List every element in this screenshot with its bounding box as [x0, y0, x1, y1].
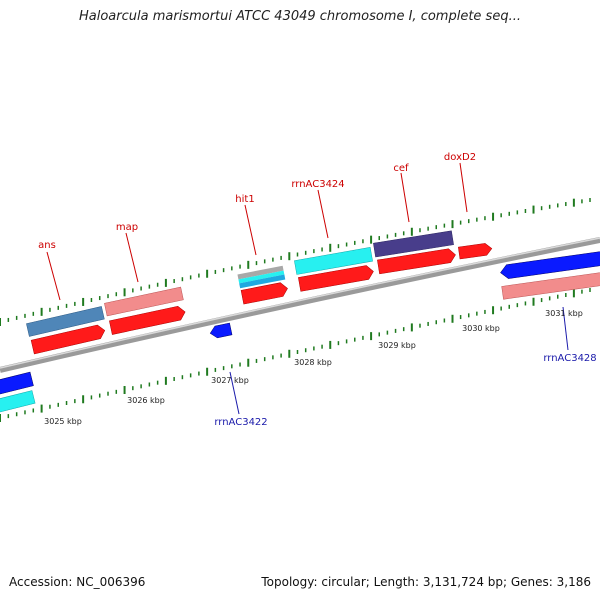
scale-label: 3027 kbp [211, 376, 249, 385]
scale-label: 3025 kbp [44, 417, 82, 426]
cds-arrow[interactable] [109, 305, 186, 335]
feature-track [0, 230, 600, 414]
sequence-backbone [0, 237, 600, 373]
gene-label-rrnAC3424[interactable]: rrnAC3424 [291, 179, 344, 190]
gene-label-hit1[interactable]: hit1 [235, 194, 254, 205]
scale-label: 3029 kbp [378, 341, 416, 350]
topology-text: Topology: circular; Length: 3,131,724 bp… [261, 575, 591, 589]
gene-labels: ans map hit1 rrnAC3424 cef doxD2 rrnAC34… [38, 152, 597, 428]
label-leaders [46, 162, 569, 415]
gene-label-ans[interactable]: ans [38, 240, 56, 251]
cds-block[interactable] [237, 265, 284, 280]
cds-arrow[interactable] [298, 265, 374, 292]
cds-arrow[interactable] [240, 282, 289, 305]
cds-arrow-reverse[interactable] [0, 371, 34, 396]
cds-arrow-reverse[interactable] [500, 250, 600, 279]
cds-arrow[interactable] [377, 248, 456, 275]
cds-block[interactable] [294, 247, 373, 275]
cds-arrow[interactable] [458, 243, 493, 260]
cds-block[interactable] [0, 390, 36, 414]
gene-label-rrnAC3428[interactable]: rrnAC3428 [543, 353, 596, 364]
cds-block[interactable] [501, 271, 600, 300]
scale-labels: 3025 kbp 3026 kbp 3027 kbp 3028 kbp 3029… [44, 309, 583, 426]
gene-label-doxD2[interactable]: doxD2 [444, 152, 476, 163]
cds-block[interactable] [373, 230, 454, 258]
scale-label: 3026 kbp [127, 396, 165, 405]
scale-label: 3028 kbp [294, 358, 332, 367]
cds-arrow[interactable] [30, 324, 106, 355]
scale-label: 3030 kbp [462, 324, 500, 333]
gene-label-rrnAC3422[interactable]: rrnAC3422 [214, 417, 267, 428]
tick-row-inner [0, 288, 591, 422]
gene-label-map[interactable]: map [116, 222, 138, 233]
cds-block[interactable] [26, 306, 105, 337]
accession-text: Accession: NC_006396 [9, 575, 146, 589]
gene-label-cef[interactable]: cef [393, 163, 409, 174]
cds-arrow-reverse[interactable] [209, 322, 233, 339]
tick-row-outer [0, 198, 591, 326]
cds-block[interactable] [104, 286, 184, 317]
scale-label: 3031 kbp [545, 309, 583, 318]
map-title: Haloarcula marismortui ATCC 43049 chromo… [79, 9, 521, 24]
